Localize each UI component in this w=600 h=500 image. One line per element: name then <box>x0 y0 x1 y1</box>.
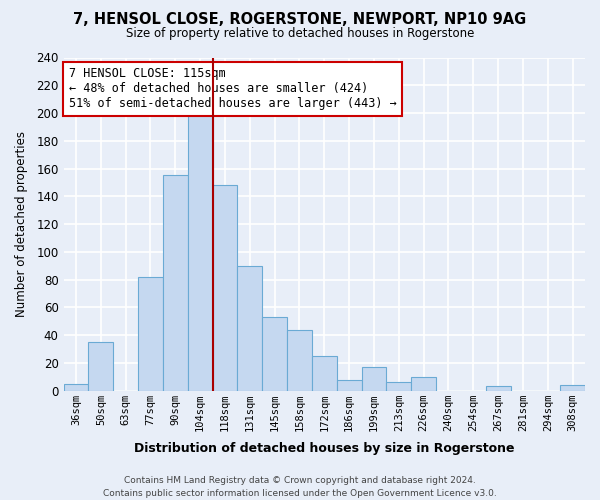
Bar <box>312 356 337 390</box>
Bar <box>188 113 212 390</box>
Bar <box>262 317 287 390</box>
Bar <box>238 266 262 390</box>
Bar <box>386 382 411 390</box>
Bar <box>337 380 362 390</box>
X-axis label: Distribution of detached houses by size in Rogerstone: Distribution of detached houses by size … <box>134 442 515 455</box>
Text: 7 HENSOL CLOSE: 115sqm
← 48% of detached houses are smaller (424)
51% of semi-de: 7 HENSOL CLOSE: 115sqm ← 48% of detached… <box>69 68 397 110</box>
Text: 7, HENSOL CLOSE, ROGERSTONE, NEWPORT, NP10 9AG: 7, HENSOL CLOSE, ROGERSTONE, NEWPORT, NP… <box>73 12 527 28</box>
Bar <box>411 376 436 390</box>
Bar <box>485 386 511 390</box>
Text: Size of property relative to detached houses in Rogerstone: Size of property relative to detached ho… <box>126 28 474 40</box>
Bar <box>560 385 585 390</box>
Bar <box>163 176 188 390</box>
Bar <box>362 367 386 390</box>
Bar <box>287 330 312 390</box>
Y-axis label: Number of detached properties: Number of detached properties <box>15 131 28 317</box>
Bar <box>64 384 88 390</box>
Text: Contains HM Land Registry data © Crown copyright and database right 2024.
Contai: Contains HM Land Registry data © Crown c… <box>103 476 497 498</box>
Bar <box>88 342 113 390</box>
Bar <box>212 185 238 390</box>
Bar <box>138 277 163 390</box>
